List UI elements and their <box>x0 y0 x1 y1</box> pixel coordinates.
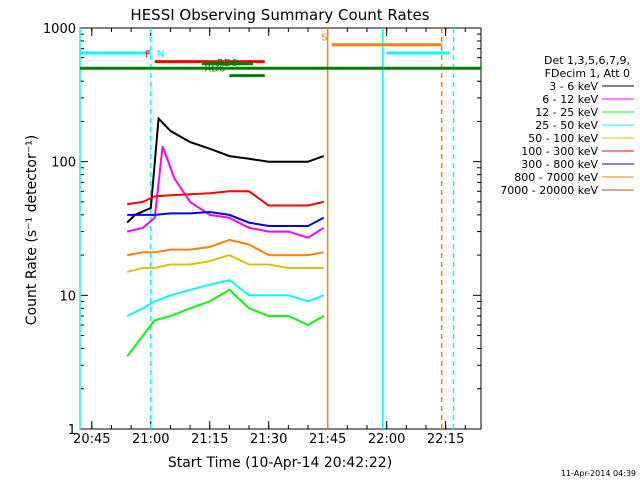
legend-label-8: 7000 - 20000 keV <box>500 184 598 197</box>
x-tick-label-0: 20:45 <box>73 432 110 447</box>
series-line-0 <box>126 116 325 224</box>
x-tick-label-1: 21:00 <box>132 432 169 447</box>
legend: Det 1,3,5,6,7,9,FDecim 1, Att 03 - 6 keV… <box>500 54 634 197</box>
legend-label-7: 800 - 7000 keV <box>514 171 598 184</box>
y-tick-label-3: 1000 <box>43 22 76 37</box>
legend-label-5: 100 - 300 keV <box>521 145 598 158</box>
y-axis-label: Count Rate (s⁻¹ detector⁻¹) <box>24 135 40 325</box>
legend-label-0: 3 - 6 keV <box>549 80 598 93</box>
state-label-1: S <box>321 33 327 44</box>
x-tick-label-6: 22:15 <box>427 432 464 447</box>
x-tick-label-3: 21:30 <box>250 432 287 447</box>
x-tick-label-5: 22:00 <box>368 432 405 447</box>
legend-title-line-1: FDecim 1, Att 0 <box>545 67 630 80</box>
state-label-2: F <box>145 50 151 61</box>
y-tick-label-1: 10 <box>59 289 76 304</box>
legend-label-6: 300 - 800 keV <box>521 158 598 171</box>
series-group <box>126 116 325 357</box>
series-line-6 <box>127 210 325 227</box>
state-label-0: N <box>157 49 164 60</box>
series-line-4 <box>126 254 324 273</box>
legend-title-line-0: Det 1,3,5,6,7,9, <box>544 54 630 67</box>
series-line-7 <box>127 238 324 257</box>
state-bars: NSFRD0RD6 <box>80 33 481 78</box>
series-line-5 <box>127 190 324 207</box>
y-tick-label-0: 1 <box>68 423 76 438</box>
legend-label-2: 12 - 25 keV <box>535 106 598 119</box>
series-line-1 <box>126 146 325 239</box>
legend-label-4: 50 - 100 keV <box>528 132 598 145</box>
legend-label-1: 6 - 12 keV <box>542 93 598 106</box>
footer-timestamp: 11-Apr-2014 04:39 <box>561 469 636 478</box>
x-tick-label-4: 21:45 <box>309 432 346 447</box>
chart-title: HESSI Observing Summary Count Rates <box>130 6 429 24</box>
state-label-3: RD0 <box>217 58 238 69</box>
x-tick-label-2: 21:15 <box>191 432 228 447</box>
x-axis-label: Start Time (10-Apr-14 20:42:22) <box>168 455 392 471</box>
y-tick-label-2: 100 <box>51 156 76 171</box>
series-line-2 <box>126 288 325 357</box>
axis-ticks: 20:45 21:00 21:15 21:30 21:45 22:00 22:15 1 10 10… <box>43 22 481 447</box>
series-line-3 <box>126 279 325 317</box>
event-lines <box>79 28 455 429</box>
legend-label-3: 25 - 50 keV <box>535 119 598 132</box>
